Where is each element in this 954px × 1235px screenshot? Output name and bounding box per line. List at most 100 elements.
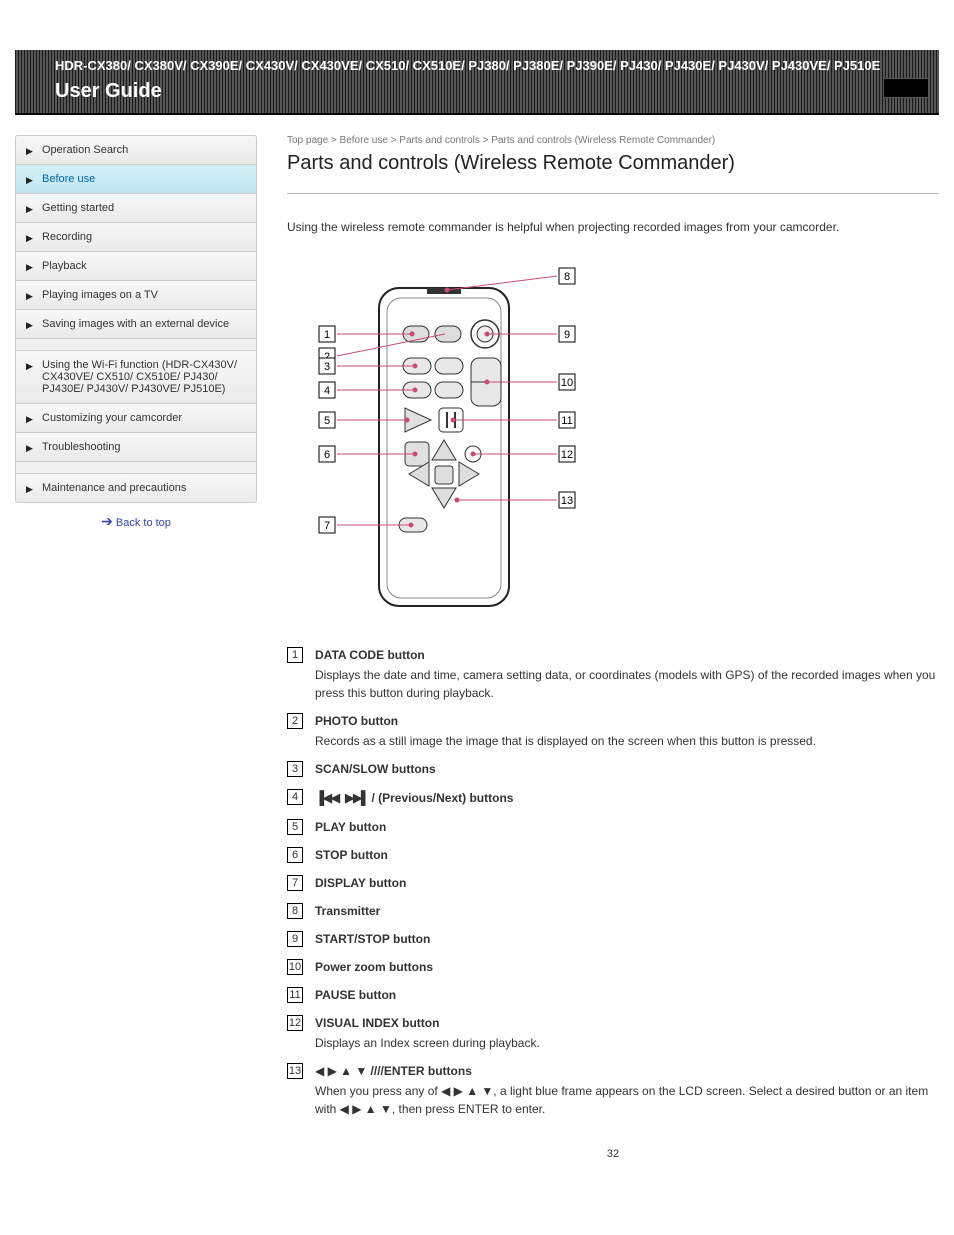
sidebar-item-label: Customizing your camcorder bbox=[42, 412, 182, 424]
sidebar-item-label: Using the Wi-Fi function (HDR-CX430V/ CX… bbox=[42, 359, 237, 395]
legend-body: DATA CODE buttonDisplays the date and ti… bbox=[315, 646, 939, 702]
legend-detail: Displays an Index screen during playback… bbox=[315, 1034, 939, 1052]
legend-row: 9 START/STOP button bbox=[287, 930, 939, 948]
legend-list: 1 DATA CODE buttonDisplays the date and t… bbox=[287, 646, 939, 1118]
back-to-top-label: Back to top bbox=[116, 517, 171, 529]
header-band: HDR-CX380/ CX380V/ CX390E/ CX430V/ CX430… bbox=[15, 50, 939, 115]
sidebar-item[interactable]: ▶ Saving images with an external device bbox=[16, 310, 256, 339]
sidebar-item[interactable]: ▶ Troubleshooting bbox=[16, 433, 256, 462]
legend-body: ◀ ▶ ▲ ▼ ////ENTER buttonsWhen you press … bbox=[315, 1062, 939, 1118]
divider bbox=[287, 193, 939, 194]
header-badge bbox=[883, 78, 929, 98]
sidebar-item[interactable]: ▶Getting started bbox=[16, 194, 256, 223]
sidebar-item[interactable]: ▶ Playback bbox=[16, 252, 256, 281]
legend-number: 10 bbox=[287, 959, 303, 975]
back-to-top-link[interactable]: ➔ Back to top bbox=[15, 513, 257, 530]
chevron-right-icon: ▶ bbox=[26, 484, 33, 495]
legend-number: 1 bbox=[287, 647, 303, 663]
svg-text:3: 3 bbox=[324, 361, 330, 373]
legend-number: 8 bbox=[287, 903, 303, 919]
chevron-right-icon: ▶ bbox=[26, 146, 33, 157]
arrow-right-icon: ➔ bbox=[101, 513, 113, 529]
remote-diagram: 1 2 12345678910111213 bbox=[287, 256, 939, 616]
page-number: 32 bbox=[287, 1148, 939, 1160]
sidebar-item[interactable]: ▶ Recording bbox=[16, 223, 256, 252]
legend-number: 6 bbox=[287, 847, 303, 863]
sidebar-spacer bbox=[16, 339, 256, 351]
svg-text:8: 8 bbox=[564, 271, 570, 283]
main-content: Top page > Before use > Parts and contro… bbox=[257, 135, 939, 1180]
svg-text:12: 12 bbox=[561, 449, 573, 461]
sidebar-spacer bbox=[16, 462, 256, 474]
chevron-right-icon: ▶ bbox=[26, 262, 33, 273]
svg-text:10: 10 bbox=[561, 377, 573, 389]
legend-body: DISPLAY button bbox=[315, 874, 939, 892]
legend-body: ▐◀◀ ▶▶▌ / (Previous/Next) buttons bbox=[315, 788, 939, 808]
legend-row: 7 DISPLAY button bbox=[287, 874, 939, 892]
svg-text:6: 6 bbox=[324, 449, 330, 461]
breadcrumb: Top page > Before use > Parts and contro… bbox=[287, 135, 939, 146]
legend-row: 10 Power zoom buttons bbox=[287, 958, 939, 976]
header-brand: HDR-CX380/ CX380V/ CX390E/ CX430V/ CX430… bbox=[55, 58, 880, 73]
legend-detail: Records as a still image the image that … bbox=[315, 732, 939, 750]
svg-text:4: 4 bbox=[324, 385, 330, 397]
sidebar-list: ▶ Operation Search ▶ Before use ▶Getting sta… bbox=[15, 135, 257, 503]
legend-number: 11 bbox=[287, 987, 303, 1003]
sidebar-item[interactable]: ▶ Maintenance and precautions bbox=[16, 474, 256, 502]
sidebar-item-label: Maintenance and precautions bbox=[42, 482, 186, 494]
legend-body: PLAY button bbox=[315, 818, 939, 836]
chevron-right-icon: ▶ bbox=[26, 320, 33, 331]
legend-row: 5PLAY button bbox=[287, 818, 939, 836]
legend-row: 11 PAUSE button bbox=[287, 986, 939, 1004]
page-title: Parts and controls (Wireless Remote Comm… bbox=[287, 152, 939, 175]
sidebar-item[interactable]: ▶ Before use bbox=[16, 165, 256, 194]
sidebar-item-label: Operation Search bbox=[42, 144, 128, 156]
chevron-right-icon: ▶ bbox=[26, 175, 33, 186]
sidebar-item[interactable]: ▶ Operation Search bbox=[16, 136, 256, 165]
sidebar-item[interactable]: ▶ Using the Wi-Fi function (HDR-CX430V/ C… bbox=[16, 351, 256, 404]
sidebar-item-label: Recording bbox=[42, 231, 92, 243]
legend-number: 13 bbox=[287, 1063, 303, 1079]
legend-body: Power zoom buttons bbox=[315, 958, 939, 976]
chevron-right-icon: ▶ bbox=[26, 233, 33, 244]
sidebar-item-label: Saving images with an external device bbox=[42, 318, 229, 330]
svg-text:9: 9 bbox=[564, 329, 570, 341]
legend-row: 4 ▐◀◀ ▶▶▌ / (Previous/Next) buttons bbox=[287, 788, 939, 808]
intro-text: Using the wireless remote commander is h… bbox=[287, 218, 939, 236]
legend-number: 4 bbox=[287, 789, 303, 805]
svg-text:1: 1 bbox=[324, 329, 330, 341]
legend-body: PAUSE button bbox=[315, 986, 939, 1004]
legend-row: 3 SCAN/SLOW buttons bbox=[287, 760, 939, 778]
legend-body: PHOTO buttonRecords as a still image the… bbox=[315, 712, 939, 750]
legend-body: VISUAL INDEX buttonDisplays an Index scr… bbox=[315, 1014, 939, 1052]
sidebar-item-label: Troubleshooting bbox=[42, 441, 120, 453]
legend-body: SCAN/SLOW buttons bbox=[315, 760, 939, 778]
chevron-right-icon: ▶ bbox=[26, 443, 33, 454]
svg-text:7: 7 bbox=[324, 520, 330, 532]
legend-row: 13 ◀ ▶ ▲ ▼ ////ENTER buttonsWhen you pres… bbox=[287, 1062, 939, 1118]
legend-number: 2 bbox=[287, 713, 303, 729]
legend-number: 3 bbox=[287, 761, 303, 777]
svg-text:13: 13 bbox=[561, 495, 573, 507]
sidebar-item-label: Playing images on a TV bbox=[42, 289, 158, 301]
legend-body: Transmitter bbox=[315, 902, 939, 920]
legend-detail: When you press any of ◀ ▶ ▲ ▼, a light b… bbox=[315, 1082, 939, 1118]
sidebar: ▶ Operation Search ▶ Before use ▶Getting sta… bbox=[15, 135, 257, 1180]
legend-row: 1 DATA CODE buttonDisplays the date and t… bbox=[287, 646, 939, 702]
chevron-right-icon: ▶ bbox=[26, 291, 33, 302]
sidebar-item[interactable]: ▶ Customizing your camcorder bbox=[16, 404, 256, 433]
legend-row: 2 PHOTO buttonRecords as a still image th… bbox=[287, 712, 939, 750]
legend-row: 12VISUAL INDEX buttonDisplays an Index s… bbox=[287, 1014, 939, 1052]
legend-row: 6 STOP button bbox=[287, 846, 939, 864]
legend-body: START/STOP button bbox=[315, 930, 939, 948]
legend-number: 7 bbox=[287, 875, 303, 891]
chevron-right-icon: ▶ bbox=[26, 361, 33, 372]
sidebar-item[interactable]: ▶ Playing images on a TV bbox=[16, 281, 256, 310]
chevron-right-icon: ▶ bbox=[26, 414, 33, 425]
legend-detail: Displays the date and time, camera setti… bbox=[315, 666, 939, 702]
legend-body: STOP button bbox=[315, 846, 939, 864]
sidebar-item-label: Before use bbox=[42, 173, 95, 185]
svg-text:5: 5 bbox=[324, 415, 330, 427]
sidebar-item-label: Playback bbox=[42, 260, 87, 272]
legend-number: 9 bbox=[287, 931, 303, 947]
